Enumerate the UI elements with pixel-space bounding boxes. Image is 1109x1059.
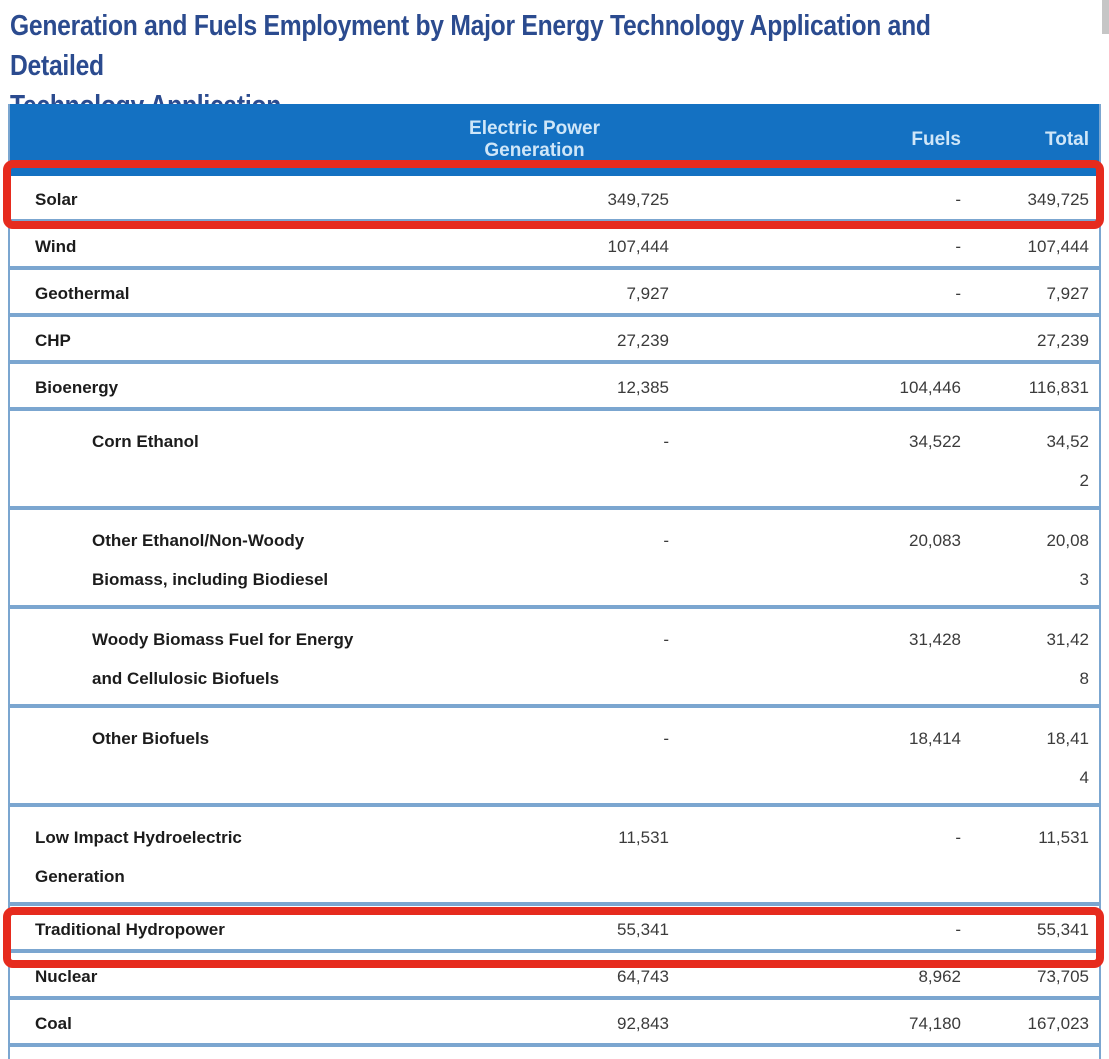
cell-technology: CHP [35, 331, 71, 350]
table-row-corn-ethanol: Corn Ethanol - 34,522 34,52 2 [10, 411, 1099, 510]
cell-technology: Other Ethanol/Non-Woody Biomass, includin… [92, 531, 329, 589]
cell-technology: Woody Biomass Fuel for Energy and Cellulo… [92, 630, 354, 688]
cell-electric-power-generation: 66,385 [422, 1047, 687, 1059]
cell-total: 20,08 3 [1046, 531, 1089, 589]
table-row-nuclear: Nuclear 64,743 8,962 73,705 [10, 953, 1099, 1000]
table-row-natural-gas: Natural Gas66,385312,364378,749 [10, 1047, 1099, 1059]
cell-technology: Other Biofuels [92, 729, 210, 748]
cell-fuels [687, 317, 967, 360]
table-row-wind: Wind 107,444 - 107,444 [10, 223, 1099, 270]
cell-total: 27,239 [1037, 331, 1089, 350]
cell-fuels: - [955, 828, 961, 847]
cell-fuels: - [955, 190, 961, 209]
cell-fuels: 104,446 [899, 378, 961, 397]
cell-fuels: 34,522 [909, 432, 961, 451]
cell-electric-power-generation: 349,725 [607, 190, 669, 209]
cell-total: 167,023 [1027, 1014, 1089, 1033]
cell-technology: Coal [35, 1014, 72, 1033]
col-header-fuels: Fuels [911, 129, 961, 150]
table-body: Solar 349,725 - 349,725 Wind 107,444 - 107,444 G… [10, 176, 1099, 1059]
cell-fuels: - [955, 920, 961, 939]
cell-technology: Geothermal [35, 284, 130, 303]
cell-fuels: 74,180 [909, 1014, 961, 1033]
table-row-woody-biomass: Woody Biomass Fuel for Energy and Cellulo… [10, 609, 1099, 708]
col-header-total: Total [1045, 129, 1089, 150]
cell-electric-power-generation: 64,743 [617, 967, 669, 986]
cell-technology: Wind [35, 237, 77, 256]
cell-total: 378,749 [967, 1047, 1099, 1059]
cell-fuels: - [955, 237, 961, 256]
table-header-row: Electric Power Generation Fuels Total [10, 104, 1099, 176]
cell-total: 34,52 2 [1046, 432, 1089, 490]
table-row-other-biofuels: Other Biofuels - 18,414 18,41 4 [10, 708, 1099, 807]
cell-electric-power-generation: 12,385 [617, 378, 669, 397]
table-row-bioenergy: Bioenergy 12,385 104,446 116,831 [10, 364, 1099, 411]
cell-total: 18,41 4 [1046, 729, 1089, 787]
scrollbar-fragment [1102, 0, 1109, 34]
table-row-low-impact-hydro: Low Impact Hydroelectric Generation 11,531… [10, 807, 1099, 906]
cell-technology: Traditional Hydropower [35, 920, 225, 939]
cell-electric-power-generation: - [663, 432, 669, 451]
cell-technology: Solar [35, 190, 78, 209]
cell-technology: Corn Ethanol [92, 432, 199, 451]
cell-fuels: 31,428 [909, 630, 961, 649]
table-row-other-ethanol: Other Ethanol/Non-Woody Biomass, includin… [10, 510, 1099, 609]
cell-total: 11,531 [1038, 828, 1089, 847]
table-row-geothermal: Geothermal 7,927 - 7,927 [10, 270, 1099, 317]
cell-total: 73,705 [1037, 967, 1089, 986]
table-row-traditional-hydro: Traditional Hydropower 55,341 - 55,341 [10, 906, 1099, 953]
cell-total: 31,42 8 [1046, 630, 1089, 688]
cell-fuels: 18,414 [909, 729, 961, 748]
col-header-electric-power-generation: Electric Power Generation [469, 118, 600, 161]
cell-fuels: 312,364 [687, 1047, 967, 1059]
page-title-line1: Generation and Fuels Employment by Major… [10, 10, 931, 82]
cell-electric-power-generation: 11,531 [618, 828, 669, 847]
cell-electric-power-generation: - [663, 630, 669, 649]
table-row-coal: Coal 92,843 74,180 167,023 [10, 1000, 1099, 1047]
cell-electric-power-generation: 7,927 [626, 284, 669, 303]
cell-electric-power-generation: - [663, 531, 669, 550]
cell-total: 116,831 [1028, 378, 1089, 397]
cell-electric-power-generation: 55,341 [617, 920, 669, 939]
cell-technology: Nuclear [35, 967, 98, 986]
cell-electric-power-generation: 92,843 [617, 1014, 669, 1033]
cell-total: 349,725 [1027, 190, 1089, 209]
cell-fuels: 20,083 [909, 531, 961, 550]
cell-fuels: - [955, 284, 961, 303]
cell-total: 107,444 [1027, 237, 1089, 256]
employment-table: Electric Power Generation Fuels Total So… [8, 104, 1101, 1059]
cell-technology: Natural Gas [10, 1047, 422, 1059]
cell-electric-power-generation: - [663, 729, 669, 748]
cell-fuels: 8,962 [918, 967, 961, 986]
table-row-solar: Solar 349,725 - 349,725 [10, 176, 1099, 223]
cell-technology: Low Impact Hydroelectric Generation [35, 828, 242, 886]
cell-electric-power-generation: 107,444 [607, 237, 669, 256]
cell-total: 7,927 [1046, 284, 1089, 303]
cell-electric-power-generation: 27,239 [617, 331, 669, 350]
cell-total: 55,341 [1037, 920, 1089, 939]
cell-technology: Bioenergy [35, 378, 119, 397]
table-row-chp: CHP 27,239 27,239 [10, 317, 1099, 364]
